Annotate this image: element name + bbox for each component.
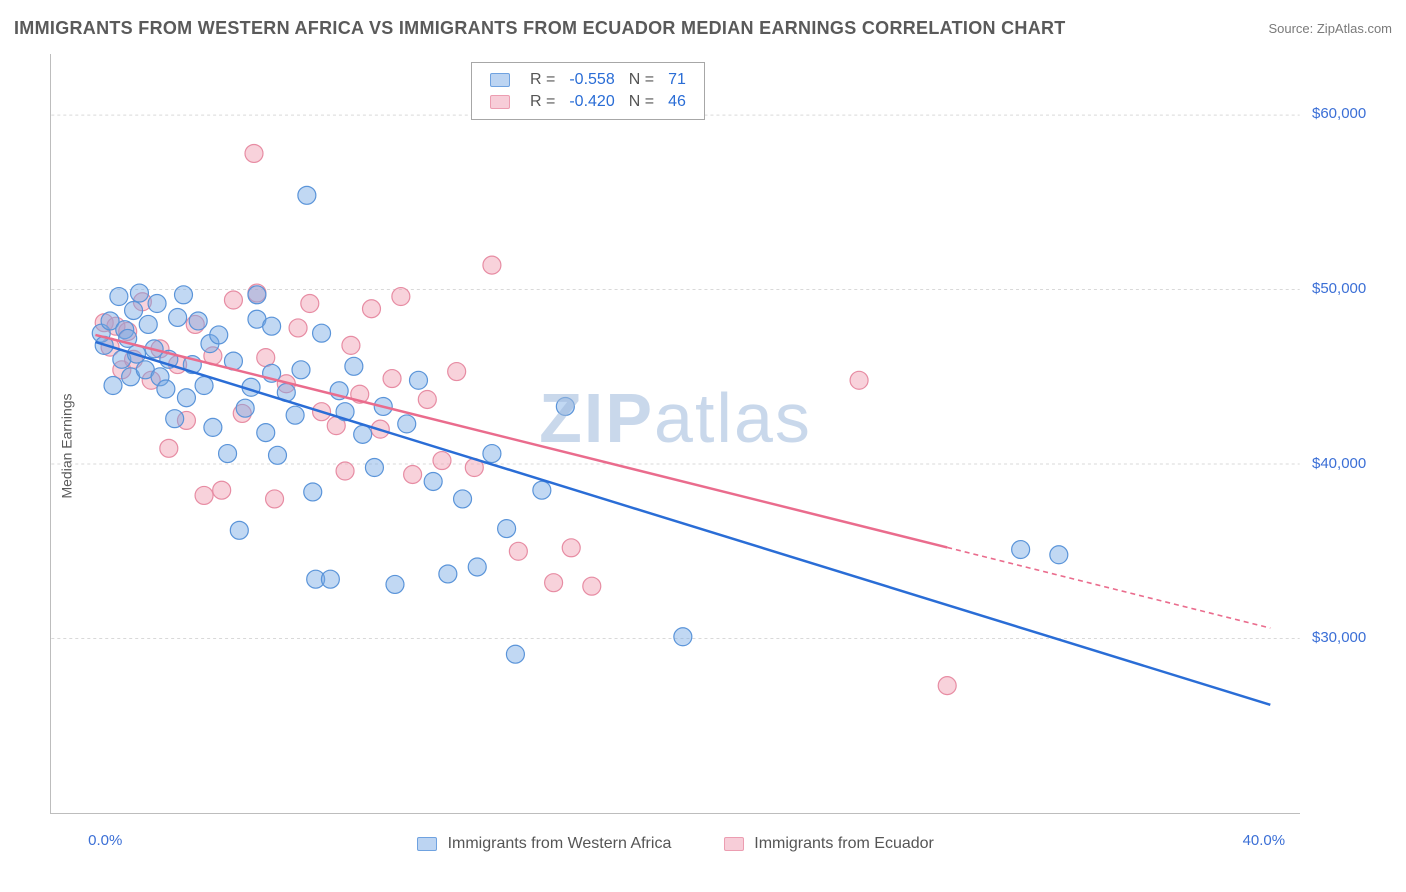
legend-item-series2: Immigrants from Ecuador <box>724 835 934 853</box>
r-value-series1: -0.558 <box>563 70 620 90</box>
y-tick-label: $40,000 <box>1312 455 1366 472</box>
source-label: Source: ZipAtlas.com <box>1268 21 1392 36</box>
plot-svg <box>51 54 1300 813</box>
legend-label-series1: Immigrants from Western Africa <box>448 835 672 852</box>
n-label: N = <box>623 70 660 90</box>
correlation-legend: R = -0.558 N = 71 R = -0.420 N = 46 <box>471 62 705 120</box>
n-value-series2: 46 <box>662 92 692 112</box>
bottom-legend: Immigrants from Western Africa Immigrant… <box>51 835 1300 853</box>
y-tick-label: $50,000 <box>1312 280 1366 297</box>
r-value-series2: -0.420 <box>563 92 620 112</box>
legend-label-series2: Immigrants from Ecuador <box>754 835 934 852</box>
legend-row-series2: R = -0.420 N = 46 <box>484 92 692 112</box>
x-tick-label: 0.0% <box>88 832 122 849</box>
legend-row-series1: R = -0.558 N = 71 <box>484 70 692 90</box>
legend-item-series1: Immigrants from Western Africa <box>417 835 671 853</box>
plot-area: ZIPatlas R = -0.558 N = 71 R = -0.420 N … <box>50 54 1300 814</box>
n-value-series1: 71 <box>662 70 692 90</box>
swatch-series2 <box>490 95 510 109</box>
title-bar: IMMIGRANTS FROM WESTERN AFRICA VS IMMIGR… <box>14 18 1392 39</box>
swatch-series1 <box>490 73 510 87</box>
y-tick-label: $30,000 <box>1312 629 1366 646</box>
swatch-series1 <box>417 837 437 851</box>
y-tick-label: $60,000 <box>1312 105 1366 122</box>
r-label: R = <box>524 92 561 112</box>
x-tick-label: 40.0% <box>1243 832 1286 849</box>
r-label: R = <box>524 70 561 90</box>
chart-title: IMMIGRANTS FROM WESTERN AFRICA VS IMMIGR… <box>14 18 1066 39</box>
swatch-series2 <box>724 837 744 851</box>
n-label: N = <box>623 92 660 112</box>
